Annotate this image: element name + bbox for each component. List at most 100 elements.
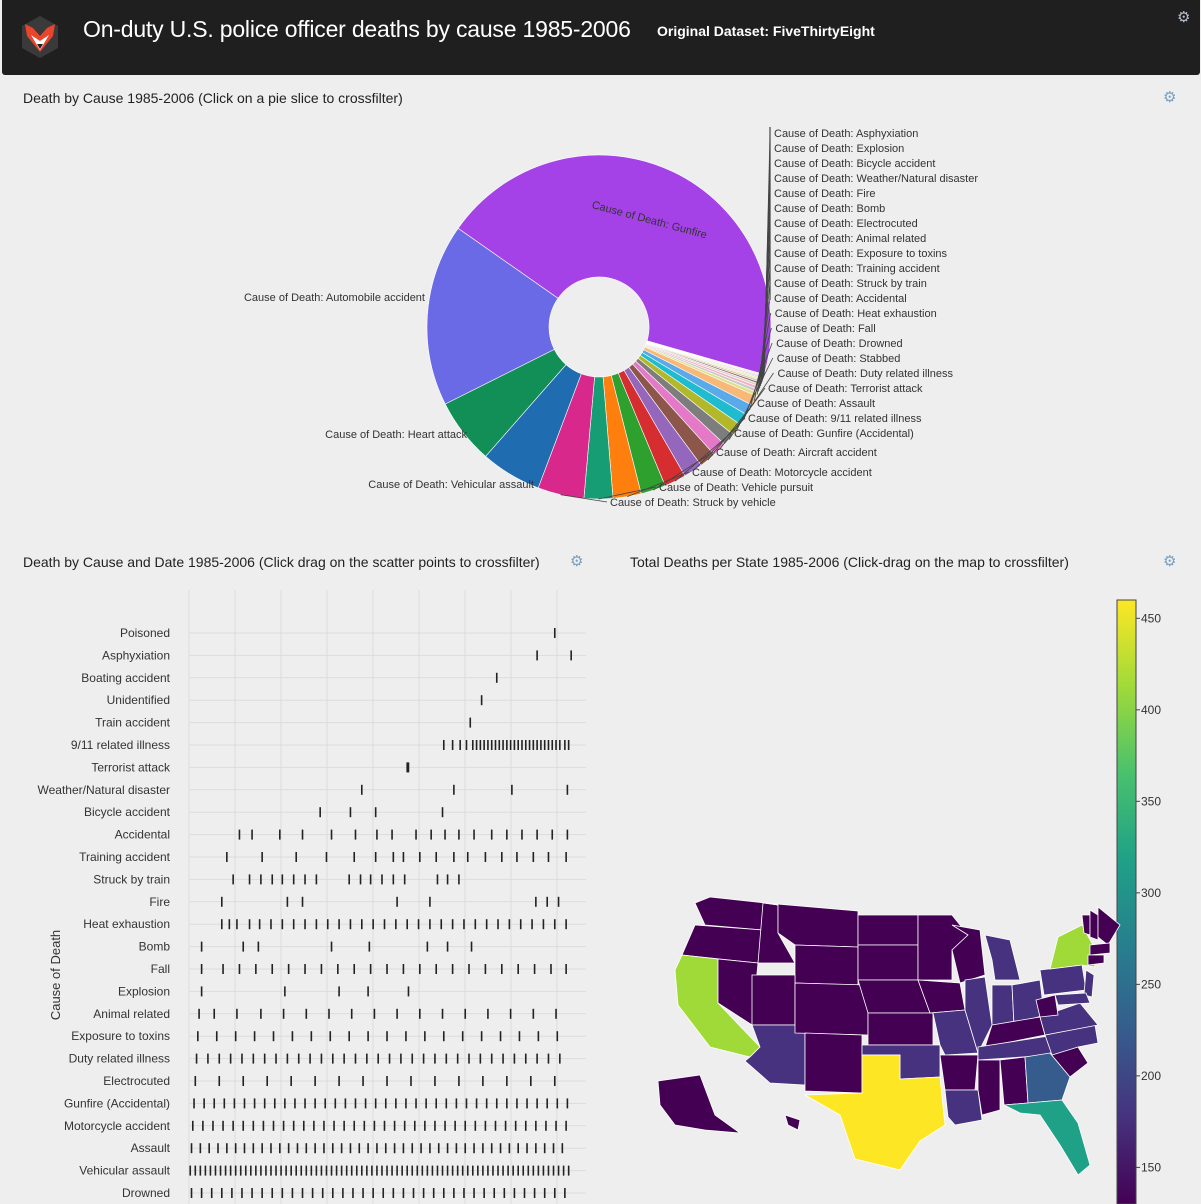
scatter-point[interactable] [263, 1053, 266, 1064]
pie-slice[interactable] [457, 154, 772, 375]
scatter-point[interactable] [464, 1143, 467, 1154]
scatter-point[interactable] [353, 964, 356, 974]
state-shape[interactable] [1024, 1052, 1071, 1104]
scatter-point[interactable] [518, 1031, 521, 1042]
scatter-point[interactable] [376, 829, 378, 840]
state-shape[interactable] [867, 1012, 934, 1046]
scatter-point[interactable] [304, 1098, 306, 1109]
scatter-point[interactable] [223, 1098, 226, 1109]
scatter-point[interactable] [494, 740, 497, 750]
scatter-point[interactable] [528, 740, 531, 750]
scatter-point[interactable] [353, 852, 356, 862]
scatter-point[interactable] [556, 1031, 559, 1042]
scatter-point[interactable] [464, 1120, 467, 1131]
scatter-point[interactable] [517, 1165, 519, 1176]
scatter-point[interactable] [533, 964, 536, 974]
scatter-point[interactable] [319, 807, 321, 818]
scatter-point[interactable] [540, 740, 542, 750]
scatter-point[interactable] [271, 964, 274, 974]
state-shape[interactable] [804, 1032, 863, 1094]
scatter-point[interactable] [340, 1143, 343, 1154]
state-shape[interactable] [1049, 924, 1096, 970]
scatter-point[interactable] [536, 829, 538, 840]
scatter-point[interactable] [503, 1188, 506, 1198]
scatter-point[interactable] [406, 762, 409, 773]
scatter-point[interactable] [229, 1165, 232, 1176]
scatter-point[interactable] [484, 852, 487, 862]
scatter-point[interactable] [441, 1165, 444, 1176]
scatter-point[interactable] [301, 896, 304, 907]
scatter-point[interactable] [220, 1188, 223, 1198]
scatter-point[interactable] [435, 1098, 438, 1109]
scatter-point[interactable] [565, 1120, 567, 1131]
scatter-point[interactable] [329, 1031, 332, 1042]
scatter-point[interactable] [547, 1165, 550, 1176]
scatter-point[interactable] [445, 1053, 448, 1064]
scatter-point[interactable] [348, 1031, 350, 1042]
scatter-point[interactable] [456, 1053, 459, 1064]
scatter-point[interactable] [304, 874, 306, 885]
scatter-point[interactable] [553, 919, 556, 930]
scatter-point[interactable] [543, 1188, 546, 1198]
scatter-point[interactable] [204, 1165, 207, 1176]
scatter-point[interactable] [301, 829, 304, 840]
scatter-point[interactable] [321, 1188, 324, 1198]
scatter-point[interactable] [252, 1120, 255, 1131]
scatter-point[interactable] [248, 874, 251, 885]
scatter-point[interactable] [236, 919, 238, 930]
scatter-point[interactable] [234, 1165, 237, 1176]
scatter-point[interactable] [261, 852, 263, 862]
scatter-point[interactable] [532, 852, 535, 862]
scatter-point[interactable] [253, 1031, 256, 1042]
scatter-point[interactable] [323, 1120, 325, 1131]
scatter-point[interactable] [464, 1008, 467, 1019]
scatter-point[interactable] [442, 740, 445, 750]
state-shape[interactable] [857, 979, 931, 1014]
scatter-point[interactable] [451, 919, 454, 930]
state-shape[interactable] [944, 1089, 983, 1126]
scatter-point[interactable] [190, 1188, 193, 1198]
state-shape[interactable] [999, 1056, 1029, 1106]
scatter-point[interactable] [555, 1008, 557, 1019]
scatter-point[interactable] [506, 1098, 508, 1109]
scatter-point[interactable] [320, 1165, 323, 1176]
scatter-point[interactable] [207, 1053, 209, 1064]
scatter-point[interactable] [454, 1120, 456, 1131]
scatter-point[interactable] [479, 740, 482, 750]
scatter-point[interactable] [215, 1031, 218, 1042]
scatter-point[interactable] [326, 919, 329, 930]
scatter-point[interactable] [353, 1120, 356, 1131]
scatter-point[interactable] [191, 1120, 194, 1131]
scatter-point[interactable] [446, 874, 449, 885]
scatter-point[interactable] [453, 1188, 455, 1198]
scatter-point[interactable] [234, 1031, 237, 1042]
scatter-point[interactable] [473, 1188, 475, 1198]
scatter-point[interactable] [436, 1165, 439, 1176]
scatter-point[interactable] [487, 1165, 489, 1176]
scatter-point[interactable] [384, 1098, 387, 1109]
scatter-point[interactable] [407, 762, 410, 773]
scatter-point[interactable] [553, 1076, 556, 1086]
scatter-point[interactable] [294, 1098, 296, 1109]
scatter-point[interactable] [567, 1165, 570, 1176]
scatter-point[interactable] [526, 1143, 528, 1154]
scatter-point[interactable] [483, 1188, 485, 1198]
scatter-point[interactable] [295, 1165, 298, 1176]
scatter-point[interactable] [350, 1008, 353, 1019]
scatter-point[interactable] [547, 1053, 550, 1064]
scatter-point[interactable] [392, 874, 395, 885]
scatter-point[interactable] [562, 1165, 565, 1176]
state-shape[interactable] [1054, 992, 1091, 1006]
scatter-point[interactable] [523, 1188, 526, 1198]
us-choropleth-map[interactable]: 150 200 250 300 350 400 450 [600, 585, 1201, 1204]
scatter-point[interactable] [315, 1165, 318, 1176]
scatter-point[interactable] [325, 1165, 328, 1176]
scatter-point[interactable] [241, 1053, 243, 1064]
scatter-point[interactable] [189, 1165, 192, 1176]
scatter-point[interactable] [314, 1098, 316, 1109]
pie-settings-gear-icon[interactable]: ⚙ [1163, 89, 1177, 106]
scatter-point[interactable] [502, 740, 504, 750]
scatter-point[interactable] [214, 1165, 217, 1176]
scatter-point[interactable] [263, 1098, 266, 1109]
scatter-point[interactable] [373, 1008, 376, 1019]
